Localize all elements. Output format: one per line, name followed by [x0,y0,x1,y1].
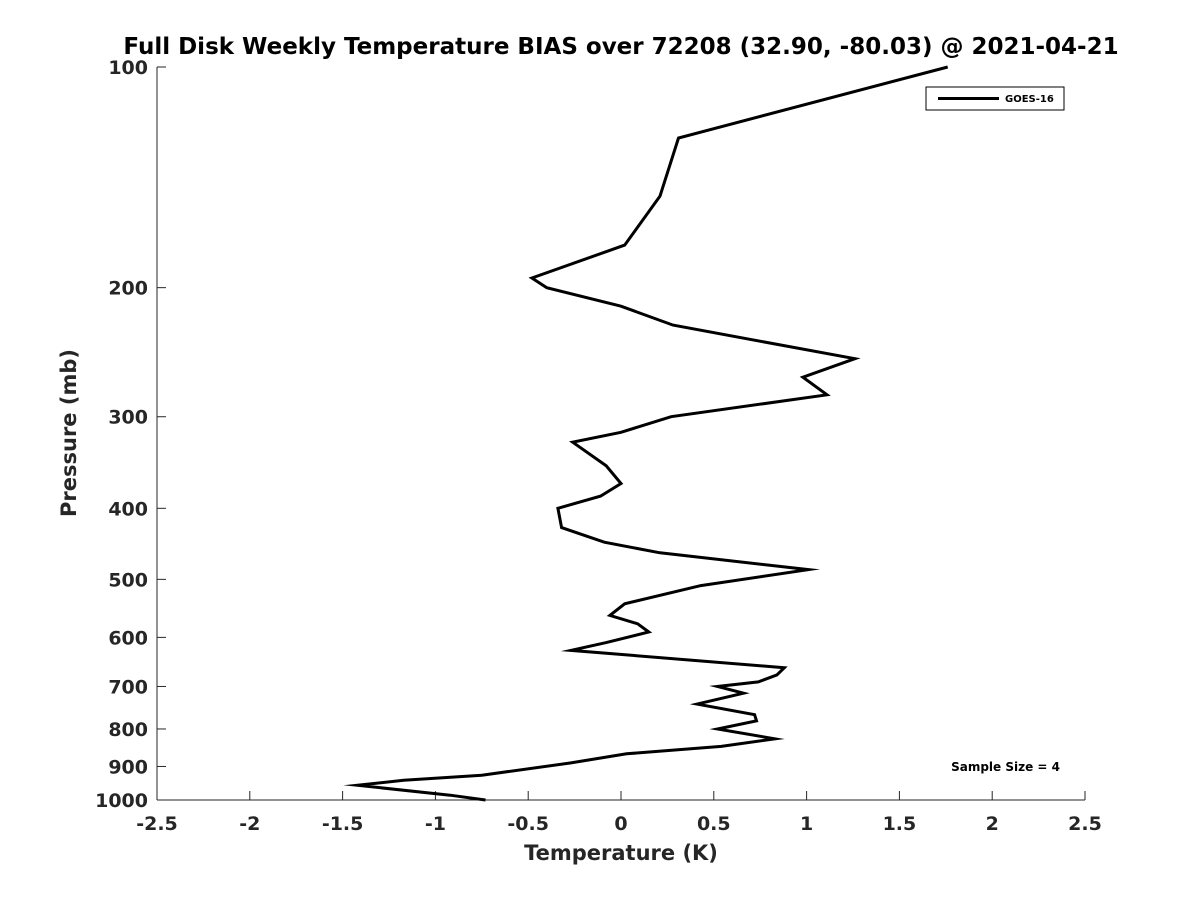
x-tick-label: -2.5 [136,813,178,835]
y-tick-label: 200 [108,278,148,300]
x-tick-label: 1 [800,813,813,835]
y-tick-label: 600 [108,627,148,649]
legend-entry-goes-16: GOES-16 [1005,94,1054,105]
x-tick-label: -1.5 [322,813,364,835]
sample-size-annotation: Sample Size = 4 [951,760,1060,774]
series-line-goes-16 [343,65,949,802]
x-tick-label: 0.5 [697,813,731,835]
x-tick-label: -2 [239,813,260,835]
x-tick-label: 2.5 [1068,813,1102,835]
y-tick-label: 1000 [95,790,148,812]
x-axis-ticks: -2.5 -2 -1.5 -1 -0.5 0 0.5 1 1.5 2 2.5 [136,791,1102,835]
y-tick-label: 100 [108,57,148,79]
chart-title: Full Disk Weekly Temperature BIAS over 7… [123,34,1118,60]
y-tick-label: 300 [108,407,148,429]
y-tick-label: 700 [108,676,148,698]
y-tick-label: 500 [108,569,148,591]
y-tick-label: 900 [108,756,148,778]
series-layer [343,65,949,802]
x-tick-label: 2 [986,813,999,835]
x-tick-label: 0 [614,813,627,835]
legend: GOES-16 [925,86,1065,111]
x-tick-label: -1 [425,813,446,835]
x-axis-label: Temperature (K) [524,841,718,865]
x-tick-label: 1.5 [883,813,917,835]
y-tick-label: 400 [108,498,148,520]
y-axis-label: Pressure (mb) [57,349,81,517]
x-tick-label: -0.5 [507,813,549,835]
y-tick-label: 800 [108,719,148,741]
y-axis-ticks: 100 200 300 400 500 600 700 800 900 1000 [95,57,166,812]
